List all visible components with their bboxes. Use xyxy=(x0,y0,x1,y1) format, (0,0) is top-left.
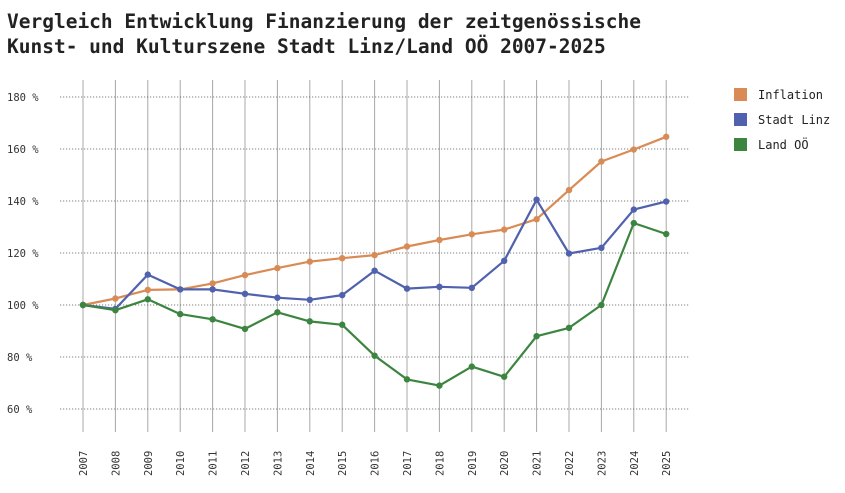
y-tick-label-60: 60 % xyxy=(7,404,33,416)
chart-title: Vergleich Entwicklung Finanzierung der z… xyxy=(7,9,641,59)
data-point-inflation-2021 xyxy=(533,216,540,223)
data-point-land-o-2013 xyxy=(274,309,281,316)
data-point-stadt-linz-2014 xyxy=(306,296,313,303)
data-point-inflation-2008 xyxy=(112,295,119,302)
data-point-land-o-2007 xyxy=(79,301,87,309)
x-tick-label-2016: 2016 xyxy=(370,451,382,476)
data-point-inflation-2018 xyxy=(436,236,443,244)
data-point-land-o-2010 xyxy=(177,310,184,318)
x-tick-label-2012: 2012 xyxy=(240,451,252,476)
data-point-land-o-2012 xyxy=(241,325,249,333)
data-point-inflation-2009 xyxy=(144,286,151,294)
data-point-inflation-2014 xyxy=(306,258,313,265)
x-tick-label-2010: 2010 xyxy=(175,451,187,476)
data-point-stadt-linz-2021 xyxy=(533,196,540,203)
data-point-inflation-2023 xyxy=(598,158,605,165)
legend-swatch-stadt-linz xyxy=(734,113,747,126)
data-point-stadt-linz-2024 xyxy=(630,206,637,213)
data-point-stadt-linz-2011 xyxy=(209,286,216,293)
chart-title-line-2: Kunst- und Kulturszene Stadt Linz/Land O… xyxy=(7,35,606,58)
data-point-stadt-linz-2022 xyxy=(565,250,573,257)
data-point-land-o-2023 xyxy=(598,301,605,309)
data-point-stadt-linz-2013 xyxy=(274,294,281,301)
legend-label-stadt-linz: Stadt Linz xyxy=(758,113,830,127)
x-tick-label-2024: 2024 xyxy=(629,451,641,476)
legend-swatch-land-o xyxy=(734,138,747,151)
y-tick-label-160: 160 % xyxy=(7,144,39,156)
data-point-land-o-2021 xyxy=(533,333,540,340)
data-point-inflation-2024 xyxy=(630,146,637,153)
data-point-inflation-2022 xyxy=(565,186,573,194)
data-point-land-o-2025 xyxy=(663,230,670,238)
x-tick-label-2014: 2014 xyxy=(305,451,317,476)
data-point-stadt-linz-2025 xyxy=(663,198,670,205)
data-point-inflation-2019 xyxy=(468,231,475,238)
chart-title-line-1: Vergleich Entwicklung Finanzierung der z… xyxy=(7,10,641,33)
x-tick-label-2007: 2007 xyxy=(78,451,90,476)
y-tick-label-140: 140 % xyxy=(7,196,39,208)
data-point-inflation-2015 xyxy=(339,255,346,262)
data-point-land-o-2014 xyxy=(306,318,313,325)
data-point-stadt-linz-2020 xyxy=(501,257,508,264)
data-point-inflation-2020 xyxy=(501,226,508,233)
data-point-stadt-linz-2015 xyxy=(339,291,346,299)
data-point-land-o-2011 xyxy=(209,316,216,323)
data-point-stadt-linz-2023 xyxy=(598,244,605,251)
y-tick-label-180: 180 % xyxy=(7,92,39,104)
legend-swatch-inflation xyxy=(734,88,747,101)
data-point-stadt-linz-2016 xyxy=(371,267,378,274)
data-point-land-o-2015 xyxy=(339,321,346,328)
x-tick-label-2023: 2023 xyxy=(596,451,608,476)
data-point-land-o-2016 xyxy=(371,352,378,359)
data-point-stadt-linz-2017 xyxy=(403,285,411,292)
data-point-inflation-2016 xyxy=(371,251,378,259)
data-point-inflation-2013 xyxy=(274,264,281,272)
x-tick-label-2019: 2019 xyxy=(467,451,479,476)
data-point-land-o-2024 xyxy=(630,219,637,227)
x-tick-label-2021: 2021 xyxy=(532,451,544,476)
x-tick-label-2008: 2008 xyxy=(110,451,122,476)
data-point-land-o-2009 xyxy=(144,296,151,303)
data-point-land-o-2017 xyxy=(403,376,411,383)
x-tick-label-2011: 2011 xyxy=(208,451,220,476)
data-point-inflation-2011 xyxy=(209,280,216,287)
legend-label-inflation: Inflation xyxy=(758,88,823,102)
x-tick-label-2022: 2022 xyxy=(564,451,576,476)
data-point-inflation-2017 xyxy=(403,243,411,250)
x-tick-label-2013: 2013 xyxy=(272,451,284,476)
x-tick-label-2020: 2020 xyxy=(499,451,511,476)
legend-label-land-o: Land OÖ xyxy=(758,136,809,152)
data-point-inflation-2012 xyxy=(241,271,249,279)
x-tick-label-2017: 2017 xyxy=(402,451,414,476)
x-tick-label-2009: 2009 xyxy=(143,451,155,476)
data-point-stadt-linz-2010 xyxy=(177,286,184,293)
data-point-land-o-2022 xyxy=(565,324,573,332)
data-point-stadt-linz-2019 xyxy=(468,284,475,292)
data-point-stadt-linz-2012 xyxy=(241,290,249,298)
data-point-stadt-linz-2018 xyxy=(436,283,443,290)
data-point-land-o-2019 xyxy=(468,363,475,370)
data-point-land-o-2018 xyxy=(436,382,443,389)
data-point-inflation-2025 xyxy=(663,133,670,140)
data-point-stadt-linz-2009 xyxy=(144,271,151,278)
x-tick-label-2025: 2025 xyxy=(661,451,673,476)
x-tick-label-2018: 2018 xyxy=(434,451,446,476)
y-tick-label-80: 80 % xyxy=(7,352,33,364)
data-point-land-o-2008 xyxy=(112,307,119,314)
x-tick-label-2015: 2015 xyxy=(337,451,349,476)
y-tick-label-120: 120 % xyxy=(7,248,39,260)
y-tick-label-100: 100 % xyxy=(7,300,39,312)
data-point-land-o-2020 xyxy=(501,373,508,380)
